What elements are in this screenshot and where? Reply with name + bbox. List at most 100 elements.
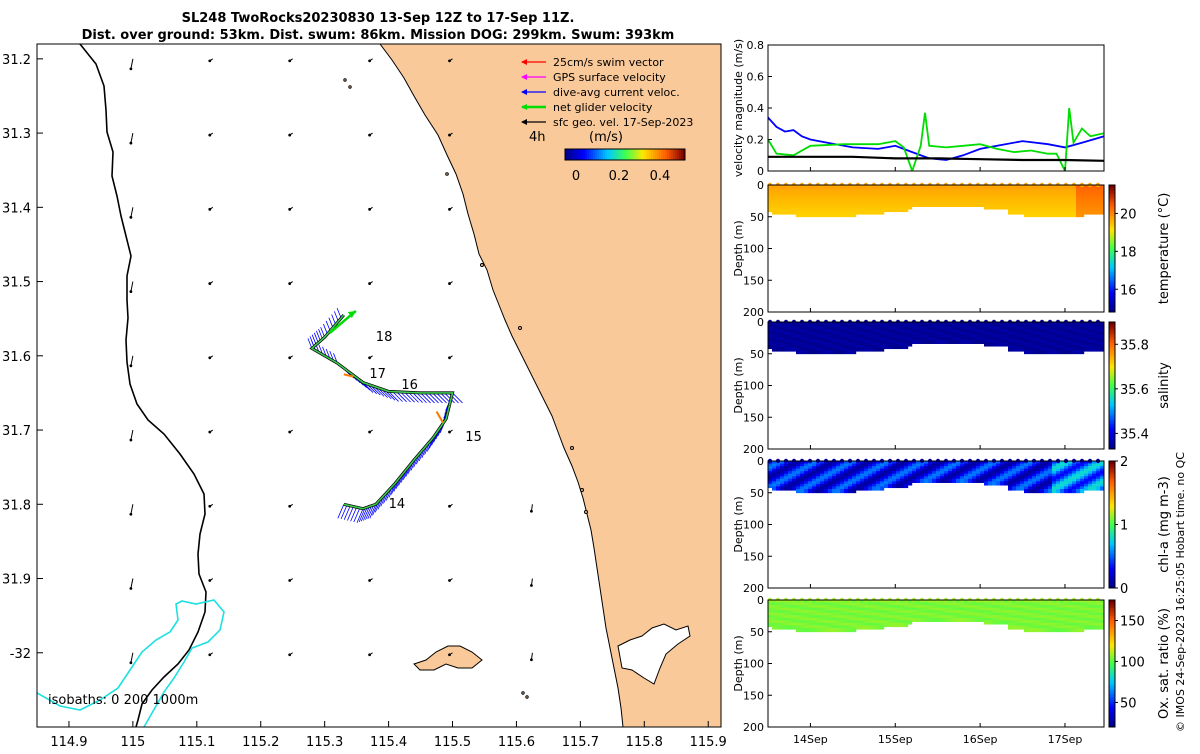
profile-cell (900, 473, 905, 478)
profile-colorbar-cell (1109, 486, 1115, 490)
profile-cell (980, 185, 985, 190)
profile-cell (956, 476, 961, 481)
profile-cell (1084, 602, 1089, 607)
profile-cell (864, 195, 869, 200)
profile-cell (1020, 190, 1025, 195)
current-vector (347, 506, 354, 521)
current-vector (353, 507, 361, 523)
profile-cell (1048, 483, 1053, 489)
depth-tick-label: 100 (743, 380, 764, 393)
profile-cell (1004, 327, 1009, 332)
profile-colorbar-cell (1109, 190, 1115, 194)
profile-cell (1068, 190, 1073, 195)
profile-colorbar-cell (1109, 253, 1115, 257)
profile-cell (1024, 481, 1029, 486)
profile-cell (772, 342, 777, 347)
profile-cell (944, 195, 949, 200)
profile-cell (848, 468, 853, 473)
profile-cell (1024, 337, 1029, 342)
profile-cell (832, 200, 837, 205)
profile-cell (808, 607, 813, 612)
profile-cell (940, 607, 945, 612)
profile-cell (804, 486, 809, 491)
colorbar-tick-label: 100 (1120, 655, 1145, 670)
profile-cell (1096, 329, 1101, 334)
profile-cell (920, 202, 925, 207)
colorbar-cell (671, 149, 674, 160)
map-y-tick-label: 31.6 (2, 350, 31, 365)
profile-cell (1012, 622, 1017, 628)
profile-cell (772, 481, 777, 486)
profile-cell (932, 202, 937, 207)
profile-cell (1024, 329, 1029, 334)
profile-cell (844, 329, 849, 334)
time-label: 15Sep (878, 733, 913, 746)
current-vector (424, 392, 435, 404)
profile-colorbar-cell (1109, 491, 1115, 495)
profile-cell (828, 627, 833, 633)
profile-cell (1040, 190, 1045, 195)
profile-cell (868, 468, 873, 473)
profile-cell (952, 473, 957, 478)
profile-cell (936, 324, 941, 329)
profile-cell (832, 342, 837, 347)
profile-colorbar-cell (1109, 582, 1115, 586)
profile-cell (768, 605, 773, 610)
profile-cell (776, 332, 781, 337)
profile-cell (1092, 617, 1097, 622)
profile-colorbar-cell (1109, 663, 1115, 667)
profile-cell (848, 327, 853, 332)
profile-cell (1072, 478, 1077, 483)
profile-cell (900, 329, 905, 334)
profile-cell (1012, 329, 1017, 334)
profile-cell (1048, 488, 1053, 494)
profile-cell (1008, 190, 1013, 195)
profile-cell (1028, 324, 1033, 329)
profile-cell (840, 612, 845, 617)
profile-cell (956, 200, 961, 205)
profile-cell (984, 610, 989, 615)
velocity-y-tick-label: 0.8 (747, 39, 765, 52)
profile-cell (936, 612, 941, 617)
profile-cell (1096, 200, 1101, 205)
profile-cell (996, 334, 1001, 339)
profile-cell (972, 329, 977, 334)
profile-cell (1056, 627, 1061, 633)
time-label: 17Sep (1048, 733, 1083, 746)
profile-cell (768, 602, 773, 607)
profile-cell (780, 617, 785, 622)
profile-colorbar-cell (1109, 301, 1115, 305)
profile-cell (860, 620, 865, 625)
profile-colorbar-cell (1109, 539, 1115, 543)
profile-colorbar-cell (1109, 719, 1115, 723)
profile-cell (784, 195, 789, 200)
profile-cell (992, 327, 997, 332)
profile-cell (1088, 337, 1093, 342)
profile-cell (796, 612, 801, 617)
profile-cell (1024, 607, 1029, 612)
profile-cell (944, 471, 949, 476)
profile-cell (996, 615, 1001, 620)
profile-cell (836, 620, 841, 625)
profile-cell (988, 466, 993, 471)
profile-cell (1048, 478, 1053, 483)
profile-cell (964, 610, 969, 615)
profile-cell (876, 476, 881, 481)
profile-cell (852, 185, 857, 190)
profile-cell (1060, 337, 1065, 342)
profile-cell (968, 197, 973, 202)
profile-cell (1000, 615, 1005, 620)
profile-cell (852, 332, 857, 337)
profile-cell (820, 612, 825, 617)
profile-cell (1064, 615, 1069, 620)
profile-cell (864, 468, 869, 473)
profile-cell (1028, 202, 1033, 207)
profile-cell (964, 327, 969, 332)
profile-cell (1052, 625, 1057, 630)
profile-cell (796, 324, 801, 329)
profile-cell (824, 342, 829, 347)
profile-cell (928, 200, 933, 205)
profile-cell (788, 195, 793, 200)
profile-cell (1048, 471, 1053, 476)
